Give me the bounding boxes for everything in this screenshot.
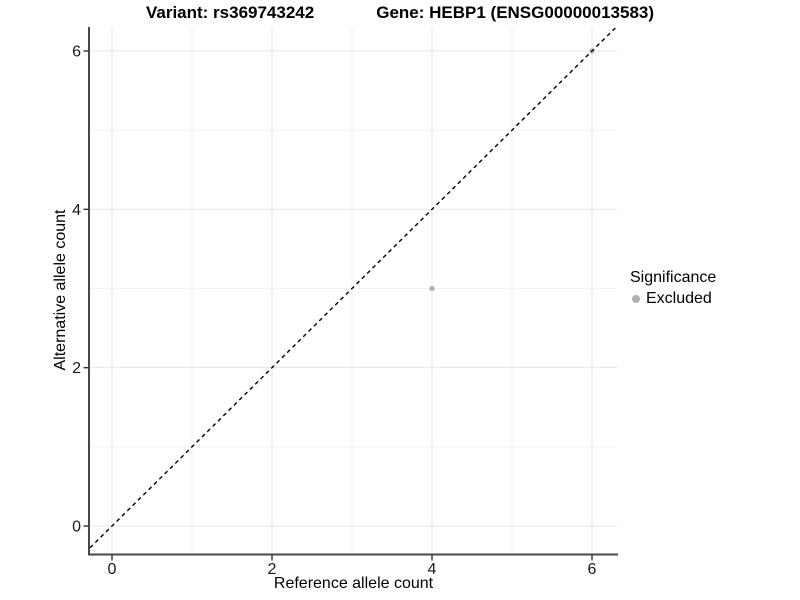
- title-gene: Gene: HEBP1 (ENSG00000013583): [376, 3, 655, 22]
- legend-item-label: Excluded: [646, 290, 712, 307]
- y-axis-title: Alternative allele count: [52, 209, 69, 371]
- title-variant: Variant: rs369743242: [145, 3, 315, 22]
- y-tick-label: 6: [72, 43, 81, 60]
- x-tick-label: 4: [428, 561, 437, 578]
- x-tick-label: 2: [268, 561, 277, 578]
- data-point-excluded: [429, 285, 435, 292]
- y-tick-label: 4: [72, 202, 81, 219]
- y-tick-label: 0: [72, 519, 81, 536]
- legend: Significance Excluded: [630, 269, 716, 308]
- plot-title: Variant: rs369743242 Gene: HEBP1 (ENSG00…: [0, 3, 800, 23]
- x-tick-label: 6: [588, 561, 597, 578]
- identity-line: [89, 26, 617, 549]
- y-tick-label: 2: [72, 360, 81, 377]
- legend-item-excluded: Excluded: [632, 290, 716, 308]
- excluded-point-icon: [632, 295, 640, 303]
- legend-title: Significance: [630, 269, 717, 286]
- x-tick-label: 0: [108, 561, 117, 578]
- x-axis-title: Reference allele count: [273, 575, 434, 592]
